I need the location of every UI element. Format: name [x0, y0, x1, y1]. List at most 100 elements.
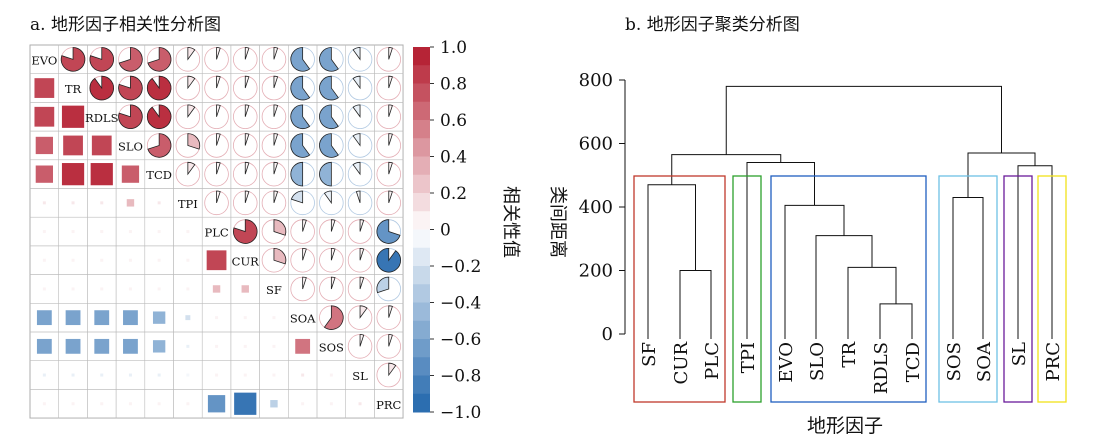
correlation-square [270, 400, 278, 408]
dendrogram-link [784, 204, 845, 339]
leaf-label: PRC [1043, 342, 1064, 381]
correlation-square [42, 230, 46, 234]
correlation-pie [147, 133, 172, 158]
panel-a-title: a. 地形因子相关性分析图 [30, 15, 221, 35]
correlation-square [126, 199, 135, 207]
correlation-pie [302, 219, 307, 232]
dendrogram: 800 600 400 200 0 SF CUR PLC TPI EVO SLO TR RDLS TCD S… [579, 70, 1067, 403]
correlation-square [128, 258, 132, 262]
correlation-pie [290, 47, 311, 72]
variable-label: TCD [146, 168, 172, 182]
colorbar-tick-label: −0.2 [440, 257, 481, 277]
correlation-square [123, 310, 138, 326]
correlation-pie [388, 75, 393, 89]
correlation-square [94, 310, 110, 326]
variable-label: SLO [118, 139, 143, 153]
correlation-pie [273, 47, 279, 60]
colorbar-segment [413, 393, 430, 413]
correlation-square [152, 311, 166, 324]
correlation-square [152, 340, 166, 353]
variable-label: SOS [319, 340, 344, 354]
correlation-square [295, 338, 311, 354]
dendrogram-link [746, 162, 815, 339]
correlation-pie [290, 75, 311, 101]
colorbar-segment [413, 156, 430, 176]
correlation-square [65, 310, 81, 326]
dendrogram-link [967, 152, 1036, 198]
leaf-label: TCD [903, 342, 924, 382]
correlation-pie [388, 133, 393, 146]
dendrogram-link [1017, 165, 1053, 339]
correlation-square [272, 316, 276, 320]
correlation-square [100, 201, 104, 205]
correlation-square [34, 78, 55, 98]
correlation-square [243, 373, 247, 377]
correlation-square [61, 163, 85, 186]
variable-label: CUR [232, 254, 259, 268]
colorbar-segment [413, 193, 430, 212]
colorbar-segment [413, 339, 430, 358]
correlation-pie [146, 104, 172, 129]
correlation-pie [216, 104, 221, 117]
correlation-pie [290, 133, 311, 158]
correlation-square [100, 258, 104, 262]
correlation-pie [244, 104, 250, 117]
leaf-label: SOS [944, 342, 965, 381]
correlation-square [186, 287, 190, 291]
correlation-square [61, 105, 85, 128]
y-axis-tick-label: 200 [579, 261, 613, 282]
correlation-pie [273, 133, 279, 146]
correlation-pie [323, 305, 344, 330]
correlation-pie [60, 47, 86, 72]
colorbar-segment [413, 357, 430, 376]
dendrogram-link [815, 235, 873, 339]
colorbar-segment [413, 47, 430, 66]
y-axis-tick-label: 600 [579, 134, 613, 155]
correlation-pie [290, 104, 311, 129]
correlation-square [157, 402, 161, 406]
correlation-pie [216, 190, 221, 203]
colorbar-tick-label: 0.4 [440, 148, 467, 168]
correlation-square [121, 165, 140, 183]
correlation-pie [319, 47, 339, 72]
correlation-pie [388, 161, 393, 175]
correlation-pie [359, 276, 365, 290]
correlation-square [215, 373, 219, 377]
correlation-square [100, 287, 104, 291]
dendrogram-link [671, 154, 782, 185]
correlation-pie [146, 75, 172, 101]
correlation-pie [273, 190, 279, 203]
correlation-square [91, 135, 112, 156]
dendrogram-link [679, 270, 712, 339]
correlation-square [157, 287, 161, 291]
correlation-pie [388, 305, 393, 318]
variable-label: PLC [204, 226, 228, 240]
colorbar-tick-label: 1.0 [440, 38, 467, 58]
dendrogram-link [647, 184, 696, 339]
colorbar-tick-label: −1.0 [440, 403, 481, 423]
correlation-pie [330, 219, 336, 232]
colorbar-tick-label: 0 [440, 221, 451, 241]
correlation-square [207, 395, 226, 413]
correlation-square [329, 373, 333, 377]
correlation-pie [302, 276, 307, 290]
correlation-square [71, 402, 75, 406]
variable-label: TPI [178, 197, 198, 211]
colorbar-label: 相关性值 [500, 186, 521, 258]
colorbar-tick-label: 0.2 [440, 184, 467, 204]
correlation-pie [147, 47, 172, 72]
colorbar-segment [413, 320, 430, 340]
leaf-label: EVO [776, 342, 797, 383]
colorbar-segment [413, 247, 430, 267]
correlation-square [243, 344, 247, 348]
correlation-square [301, 402, 305, 406]
colorbar-segment [413, 174, 430, 194]
correlation-pie [244, 75, 250, 89]
leaf-label: SOA [974, 341, 995, 382]
correlation-square [36, 338, 52, 354]
correlation-square [301, 373, 305, 377]
correlation-square [42, 258, 46, 262]
cluster-box [633, 175, 726, 403]
